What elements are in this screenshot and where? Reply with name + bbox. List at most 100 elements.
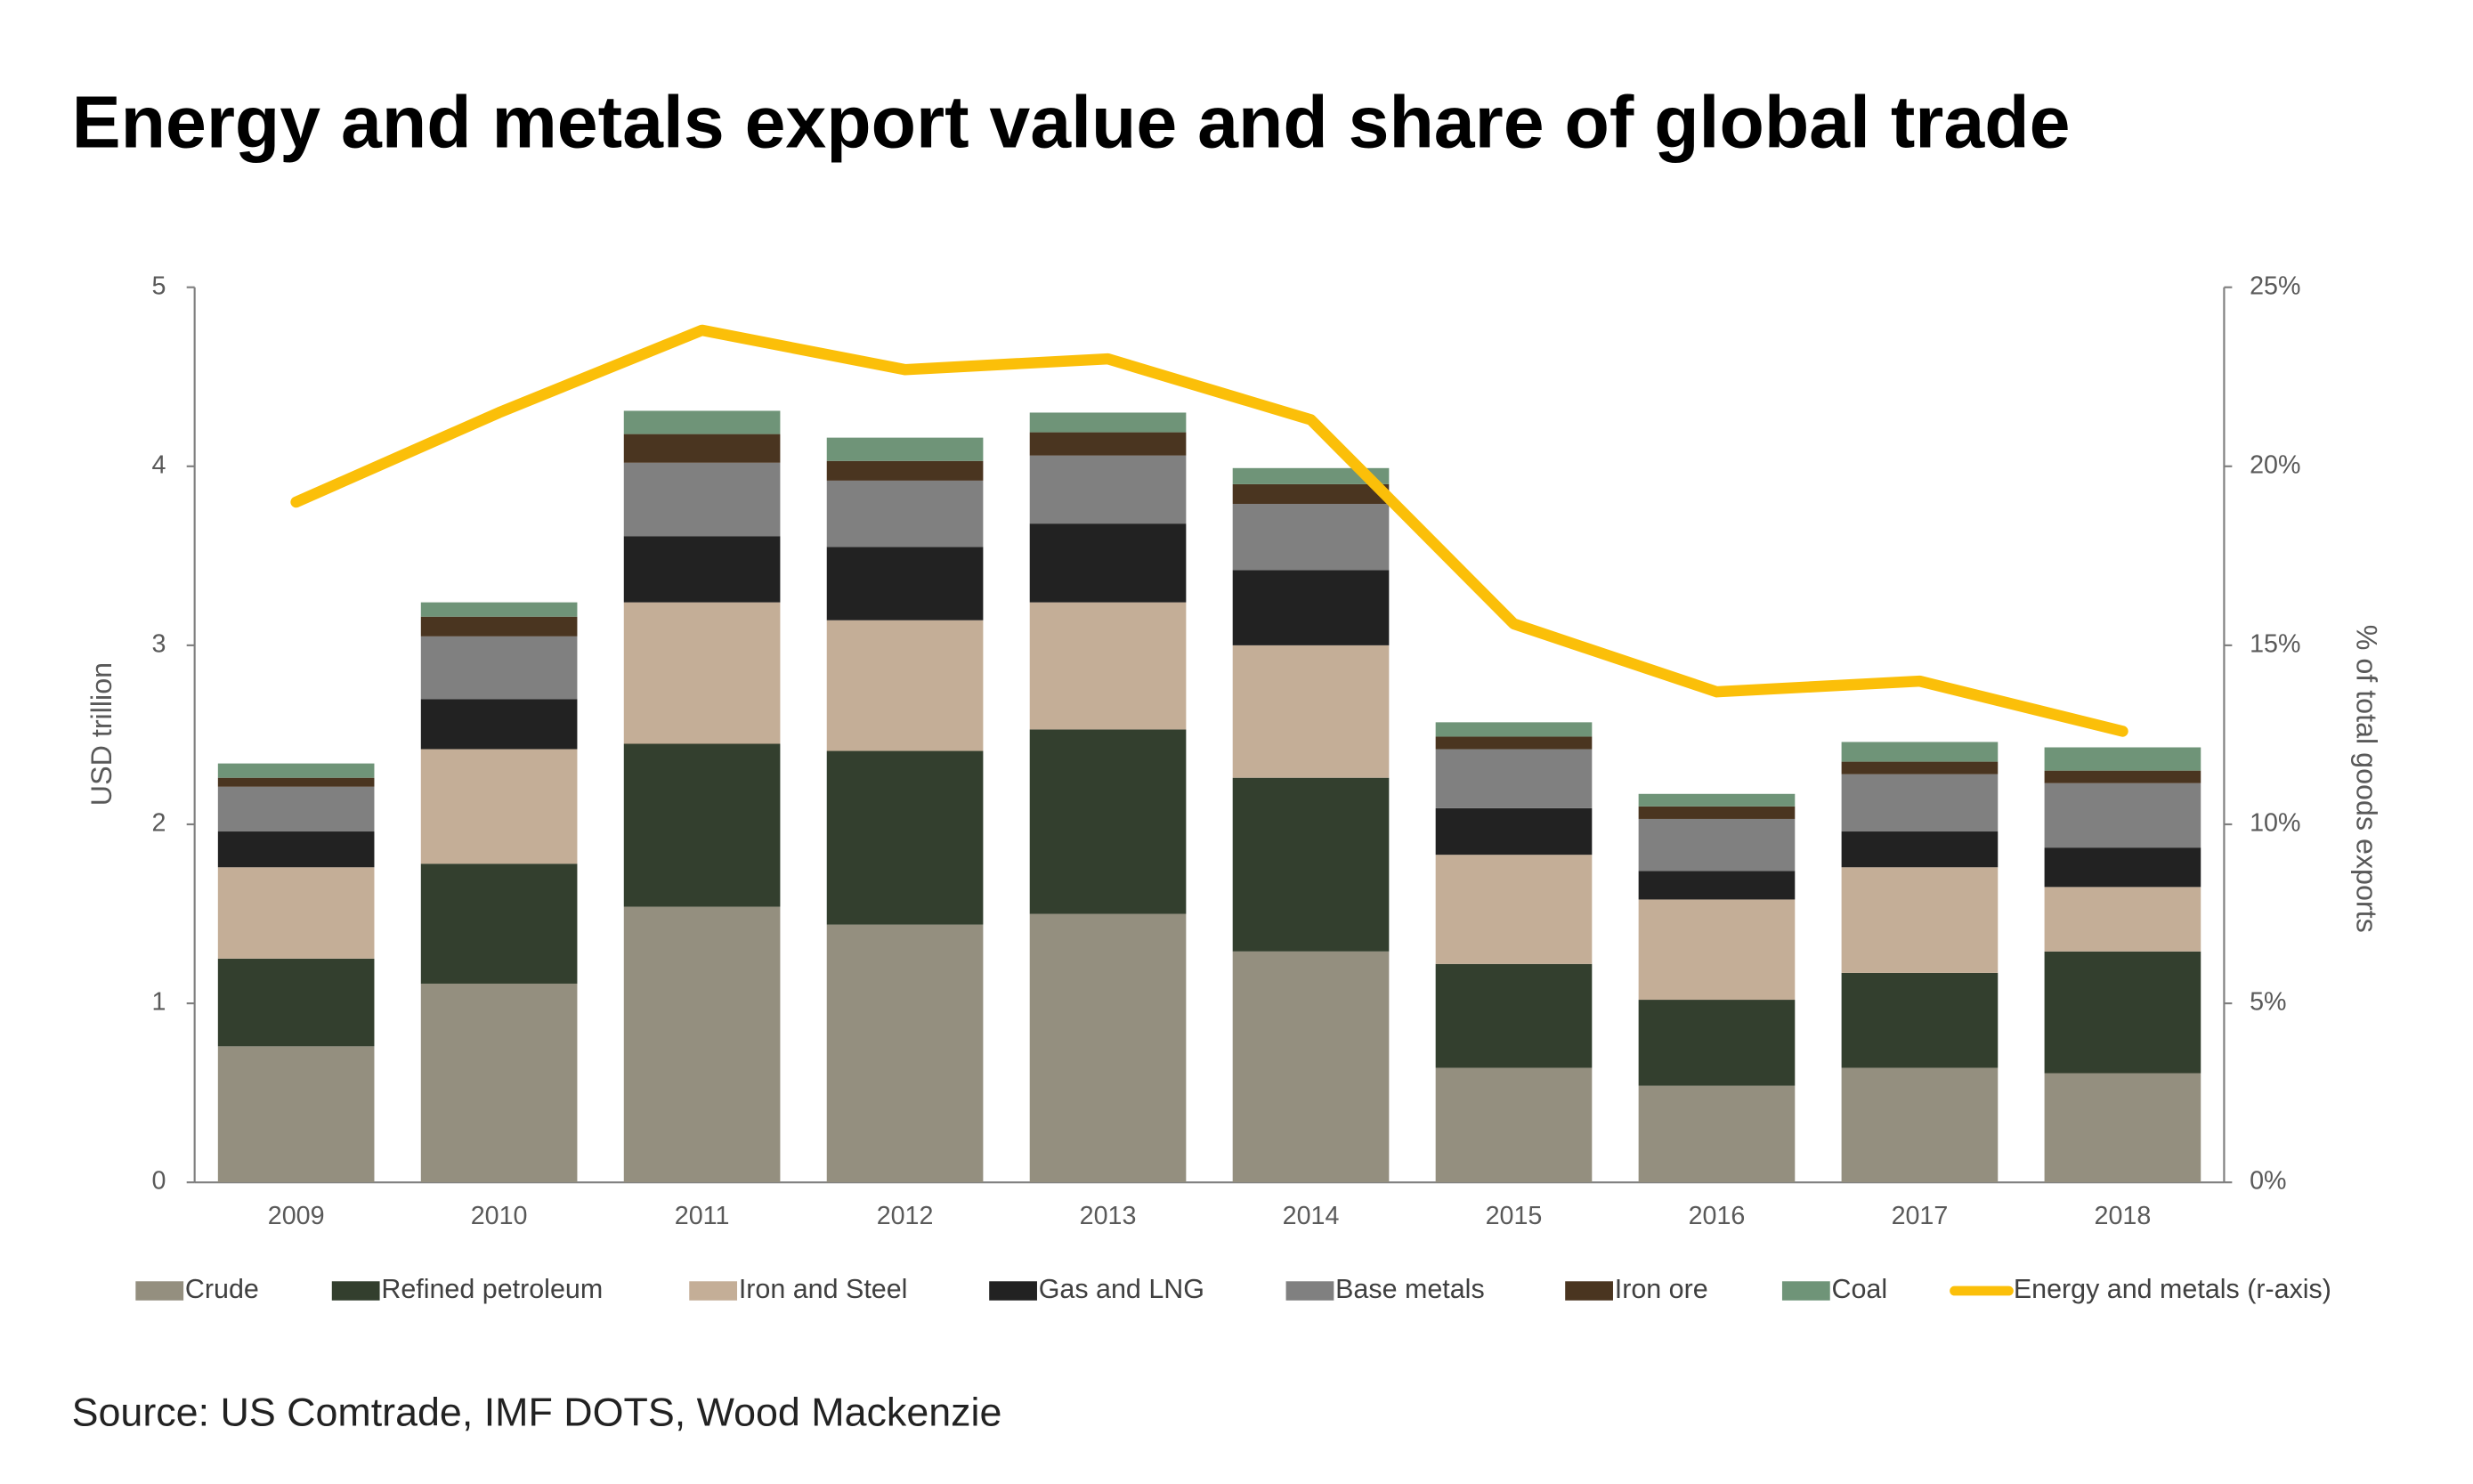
bar-segment (1638, 793, 1796, 807)
bar-segment (826, 924, 984, 1183)
bar-segment (623, 434, 781, 463)
chart-title: Energy and metals export value and share… (72, 81, 2071, 163)
legend-swatch (1285, 1281, 1334, 1301)
y-axis-title: USD trillion (85, 662, 118, 806)
x-tick-label: 2009 (268, 1202, 325, 1230)
legend-label: Coal (1832, 1274, 1888, 1304)
bar-segment (623, 906, 781, 1183)
x-tick-label: 2016 (1689, 1202, 1746, 1230)
x-tick-label: 2013 (1080, 1202, 1137, 1230)
y-tick-label: 4 (151, 450, 166, 479)
y-tick-label: 0 (151, 1167, 166, 1196)
bar-segment (1232, 504, 1390, 571)
bar-segment (1841, 742, 1999, 762)
bar-segment (420, 749, 578, 864)
bar-segment (217, 763, 375, 778)
bar-segment (1435, 749, 1593, 808)
legend-swatch (1781, 1281, 1830, 1301)
legend-swatch (1565, 1281, 1613, 1301)
legend-swatch (689, 1281, 738, 1301)
bar-segment (1435, 736, 1593, 750)
bar-segment (1232, 483, 1390, 505)
bar-segment (623, 462, 781, 537)
bar-segment (623, 410, 781, 434)
legend-label: Iron and Steel (739, 1274, 908, 1304)
y2-axis-title: % of total goods exports (2351, 625, 2383, 933)
bar-segment (1029, 455, 1187, 524)
bar-segment (1029, 602, 1187, 730)
bar-segment (217, 1046, 375, 1183)
bar-segment (2044, 770, 2201, 783)
bar-segment (420, 616, 578, 637)
bar-segment (1435, 807, 1593, 856)
legend-swatch (135, 1281, 184, 1301)
bar-segment (1232, 777, 1390, 952)
bar-segment (2044, 747, 2201, 771)
bar-segment (1232, 570, 1390, 645)
line-series (290, 324, 2128, 737)
bar-segment (2044, 1073, 2201, 1183)
bar-segment (1841, 1067, 1999, 1183)
bar-segment (1841, 761, 1999, 774)
bar-segment (217, 867, 375, 959)
bar-segment (1638, 806, 1796, 819)
bar-segment (826, 437, 984, 461)
y2-tick-label: 10% (2250, 809, 2300, 838)
x-tick-label: 2012 (877, 1202, 934, 1230)
source-note: Source: US Comtrade, IMF DOTS, Wood Mack… (72, 1391, 1002, 1435)
bar-segment (2044, 951, 2201, 1074)
y2-tick-label: 0% (2250, 1167, 2286, 1196)
bar-segment (826, 620, 984, 751)
bar-segment (1841, 867, 1999, 973)
bar-segment (420, 602, 578, 617)
bar-segment (826, 547, 984, 620)
bar-segment (1029, 523, 1187, 603)
y-tick-label: 3 (151, 629, 166, 658)
bar-segment (217, 777, 375, 787)
y-tick-label: 1 (151, 988, 166, 1017)
bar-segment (1435, 855, 1593, 964)
legend-swatch (989, 1281, 1037, 1301)
bar-segment (1841, 831, 1999, 868)
legend-label: Energy and metals (r-axis) (2014, 1274, 2331, 1304)
bar-segment (420, 983, 578, 1183)
bar-segment (1435, 963, 1593, 1068)
legend-swatch (331, 1281, 380, 1301)
y-tick-label: 2 (151, 809, 166, 838)
bar-segment (1638, 818, 1796, 872)
bar-segment (217, 958, 375, 1047)
bar-segment (1029, 729, 1187, 914)
bar-segment (1232, 467, 1390, 484)
bar-segment (1435, 722, 1593, 737)
x-tick-label: 2018 (2095, 1202, 2152, 1230)
bar-segment (1841, 774, 1999, 832)
y2-tick-label: 15% (2250, 629, 2300, 658)
x-tick-label: 2010 (471, 1202, 528, 1230)
x-tick-label: 2014 (1283, 1202, 1340, 1230)
bar-segment (420, 864, 578, 984)
bar-segment (1841, 972, 1999, 1068)
bar-segment (2044, 847, 2201, 888)
y2-tick-label: 20% (2250, 450, 2300, 479)
bar-segment (1638, 1085, 1796, 1183)
bar-segment (1232, 951, 1390, 1183)
y2-tick-label: 25% (2250, 272, 2300, 300)
bar-segment (1029, 432, 1187, 456)
bar-segment (420, 636, 578, 700)
legend-label: Gas and LNG (1039, 1274, 1204, 1304)
bar-segment (1638, 871, 1796, 900)
legend-label: Refined petroleum (381, 1274, 603, 1304)
bar-segment (623, 536, 781, 603)
x-tick-label: 2015 (1486, 1202, 1543, 1230)
bar-segment (2044, 887, 2201, 952)
bar-segment (826, 480, 984, 547)
x-tick-label: 2017 (1892, 1202, 1949, 1230)
bar-segment (1029, 412, 1187, 433)
bar-segment (217, 831, 375, 868)
bar-segment (1435, 1067, 1593, 1183)
legend-label: Base metals (1335, 1274, 1485, 1304)
bar-segment (420, 699, 578, 750)
legend-label: Crude (185, 1274, 259, 1304)
